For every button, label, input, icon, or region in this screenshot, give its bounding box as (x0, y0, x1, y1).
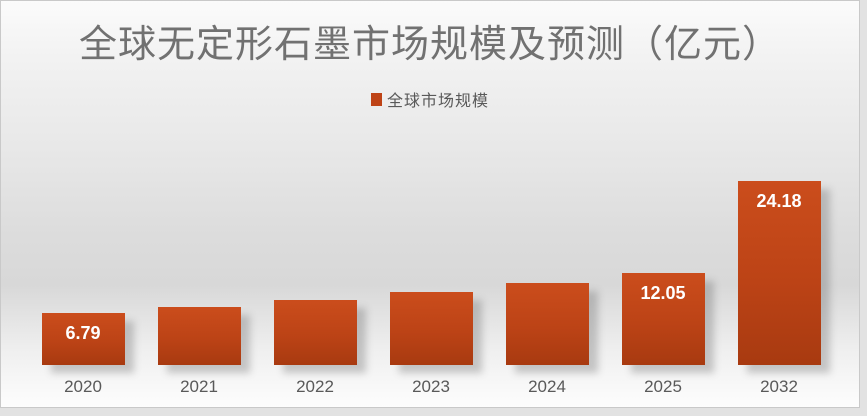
x-axis-label-2024: 2024 (528, 377, 566, 396)
legend-marker-icon (370, 92, 382, 106)
bar-2021 (157, 307, 241, 365)
bar-2032: 24.18 (737, 181, 821, 365)
data-label-2020: 6.79 (65, 323, 101, 343)
chart-title: 全球无定形石墨市场规模及预测（亿元） (78, 24, 781, 66)
x-axis-label-2021: 2021 (180, 377, 218, 396)
bar-column-2032: 24.18 (721, 155, 837, 365)
x-axis: 2020 2021 2022 2023 2024 2025 2032 (25, 377, 837, 397)
bar-column-2024 (489, 155, 605, 365)
x-axis-label-2020: 2020 (64, 377, 102, 396)
bar-2022 (273, 300, 357, 365)
bar-column-2022 (257, 155, 373, 365)
bar-column-2020: 6.79 (25, 155, 141, 365)
bar-2023 (389, 292, 473, 365)
bar-column-2025: 12.05 (605, 155, 721, 365)
bar-column-2021 (141, 155, 257, 365)
legend-series-label: 全球市场规模 (386, 93, 489, 110)
data-label-2032: 24.18 (756, 191, 802, 211)
x-axis-label-2022: 2022 (296, 377, 334, 396)
bar-2020: 6.79 (41, 313, 125, 365)
x-axis-label-2032: 2032 (760, 377, 798, 396)
x-axis-label-2023: 2023 (412, 377, 450, 396)
x-axis-label-2025: 2025 (644, 377, 682, 396)
bar-column-2023 (373, 155, 489, 365)
legend: 全球市场规模 (1, 87, 859, 111)
bar-2024 (505, 283, 589, 365)
data-label-2025: 12.05 (640, 283, 686, 303)
bar-2025: 12.05 (621, 273, 705, 365)
plot-area: 6.79 12.05 24.18 (25, 155, 837, 365)
chart-area: 全球无定形石墨市场规模及预测（亿元） 全球市场规模 6.79 12.05 24.18… (0, 0, 860, 408)
